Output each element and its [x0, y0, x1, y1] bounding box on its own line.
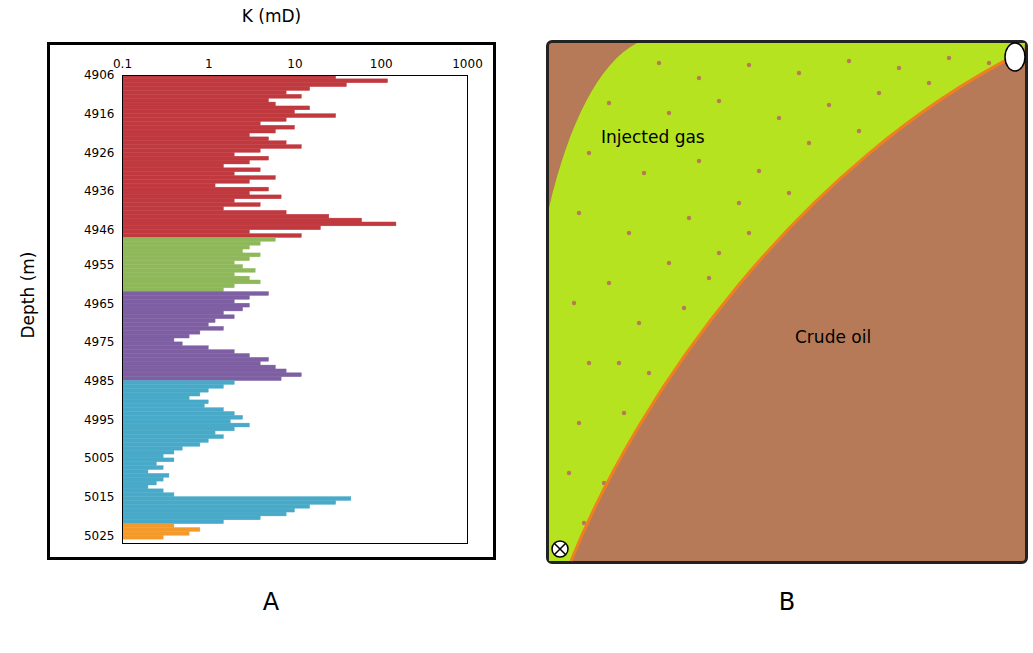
svg-text:100: 100: [370, 57, 393, 71]
svg-text:4965: 4965: [84, 297, 115, 311]
svg-text:4926: 4926: [84, 146, 115, 160]
svg-text:1000: 1000: [452, 57, 483, 71]
svg-text:4946: 4946: [84, 223, 115, 237]
svg-text:4995: 4995: [84, 413, 115, 427]
svg-text:4955: 4955: [84, 258, 115, 272]
svg-text:0.1: 0.1: [113, 57, 132, 71]
svg-text:4985: 4985: [84, 374, 115, 388]
svg-text:4975: 4975: [84, 335, 115, 349]
html-text:Depth (m): Depth (m): [18, 251, 38, 339]
svg-text:Injected gas: Injected gas: [601, 127, 705, 147]
svg-text:4916: 4916: [84, 107, 115, 121]
svg-text:5025: 5025: [84, 529, 115, 543]
svg-text:5005: 5005: [84, 451, 115, 465]
svg-text:5015: 5015: [84, 490, 115, 504]
svg-text:4936: 4936: [84, 184, 115, 198]
svg-text:1: 1: [205, 57, 213, 71]
svg-text:10: 10: [287, 57, 302, 71]
html-text:B: B: [778, 588, 796, 616]
svg-text:Crude oil: Crude oil: [795, 327, 871, 347]
html-text:A: A: [262, 588, 280, 616]
svg-text:4906: 4906: [84, 68, 115, 82]
html-text:K (mD): K (mD): [241, 6, 302, 26]
